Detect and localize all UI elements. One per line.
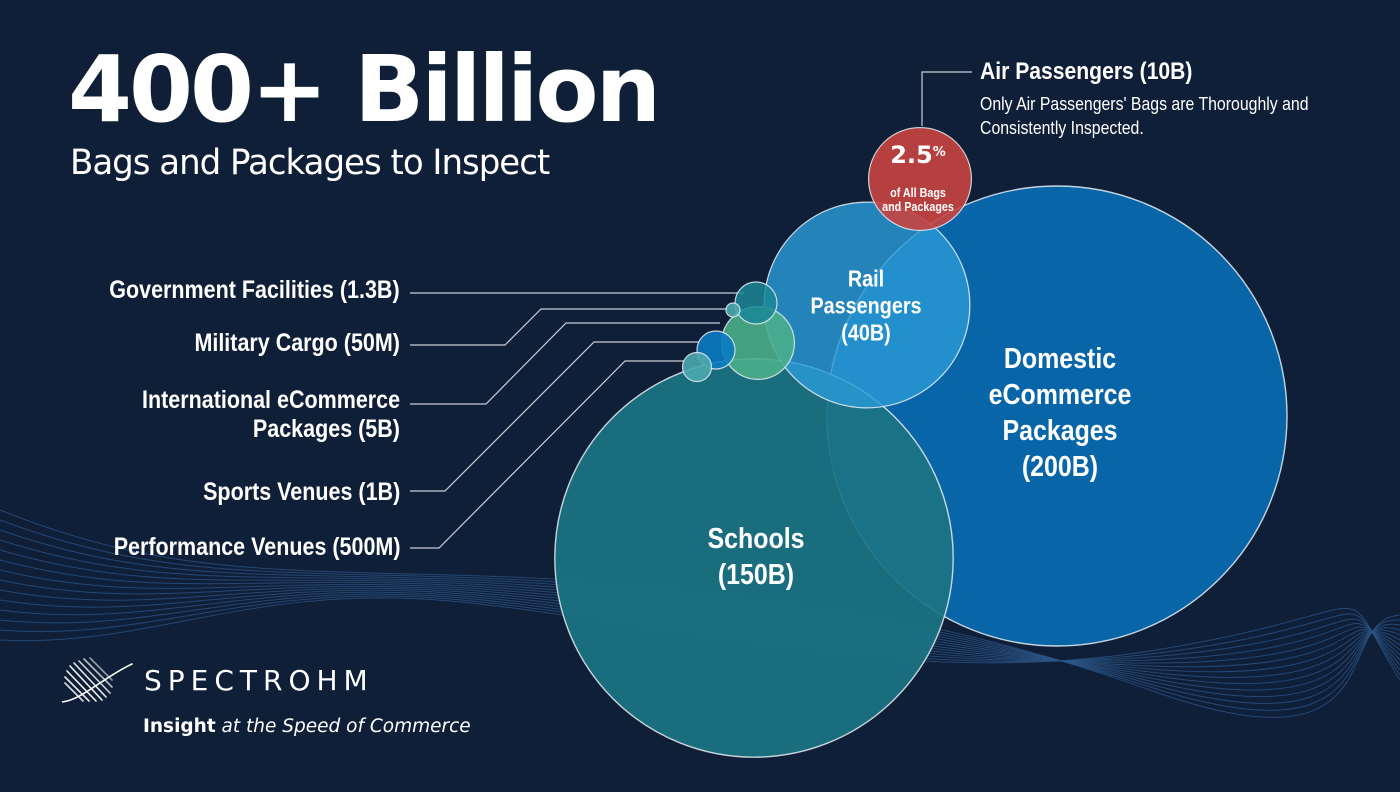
legend-label-international: International eCommerce Packages (5B)	[141, 386, 400, 443]
legend-label-military: Military Cargo (50M)	[194, 329, 400, 357]
bubbles	[554, 126, 1288, 758]
air-share-percent: 2.5%	[890, 141, 946, 169]
bubble-military	[725, 302, 741, 318]
leader-line-performance	[410, 360, 685, 549]
air-passengers-description: Only Air Passengers' Bags are Thoroughly…	[980, 94, 1309, 138]
headline: 400+ Billion	[68, 36, 661, 143]
tagline: Insight at the Speed of Commerce	[143, 716, 471, 737]
air-passengers-title: Air Passengers (10B)	[980, 58, 1193, 85]
leader-line-sports	[410, 341, 700, 492]
bubble-air	[867, 126, 973, 232]
bubble-government	[734, 281, 778, 325]
schools-label: Schools (150B)	[707, 523, 805, 591]
rail-passengers-label: Rail Passengers (40B)	[810, 265, 922, 346]
leader-lines	[410, 71, 972, 549]
legend-label-sports: Sports Venues (1B)	[202, 478, 400, 506]
air-share-caption: of All Bags and Packages	[882, 186, 954, 214]
subheadline: Bags and Packages to Inspect	[70, 142, 550, 184]
leader-line-international	[410, 322, 720, 405]
tagline-rest: at the Speed of Commerce	[215, 716, 471, 737]
leader-line-air	[921, 71, 972, 126]
brand-name: SPECTROHM	[144, 663, 374, 697]
wave-mesh-logo-icon	[62, 657, 133, 703]
legend-label-government: Government Facilities (1.3B)	[109, 276, 400, 304]
air-share-label: 2.5% of All Bags and Packages	[876, 124, 959, 232]
legend-label-performance: Performance Venues (500M)	[113, 533, 400, 561]
brand-logo: SPECTROHM	[62, 656, 374, 704]
leader-line-military	[410, 308, 728, 346]
bubble-performance	[681, 351, 713, 383]
tagline-bold: Insight	[143, 716, 216, 737]
domestic-ecommerce-label: Domestic eCommerce Packages (200B)	[988, 343, 1132, 483]
